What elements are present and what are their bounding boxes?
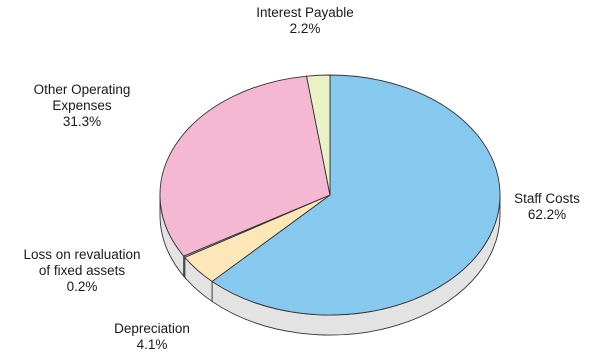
pie-slice-other-operating-expenses bbox=[159, 75, 331, 257]
slice-label-line: of fixed assets bbox=[39, 263, 126, 278]
slice-label-interest-payable: Interest Payable 2.2% bbox=[256, 5, 354, 36]
pie-tops bbox=[159, 74, 501, 316]
pie-slice-staff-costs bbox=[211, 74, 501, 316]
slice-percent: 62.2% bbox=[528, 207, 566, 222]
pie-slice-interest-payable bbox=[306, 74, 331, 196]
slice-label-staff-costs: Staff Costs 62.2% bbox=[514, 191, 580, 222]
slice-label-line: Staff Costs bbox=[514, 191, 580, 206]
slice-label-other-operating-expenses: Other Operating Expenses 31.3% bbox=[34, 82, 131, 129]
slice-percent: 2.2% bbox=[290, 21, 321, 36]
slice-label-loss-on-revaluation-of-fixed-assets: Loss on revaluation of fixed assets 0.2% bbox=[23, 247, 140, 294]
slice-percent: 0.2% bbox=[67, 279, 98, 294]
slice-percent: 31.3% bbox=[63, 114, 101, 129]
slice-label-line: Loss on revaluation bbox=[23, 247, 140, 262]
pie-labels: Staff Costs 62.2% Depreciation 4.1% Loss on … bbox=[23, 5, 580, 352]
slice-label-line: Other Operating bbox=[34, 82, 131, 97]
slice-percent: 4.1% bbox=[137, 337, 168, 352]
slice-label-line: Interest Payable bbox=[256, 5, 354, 20]
slice-label-depreciation: Depreciation 4.1% bbox=[114, 321, 190, 352]
slice-label-line: Depreciation bbox=[114, 321, 190, 336]
slice-label-line: Expenses bbox=[52, 98, 112, 113]
